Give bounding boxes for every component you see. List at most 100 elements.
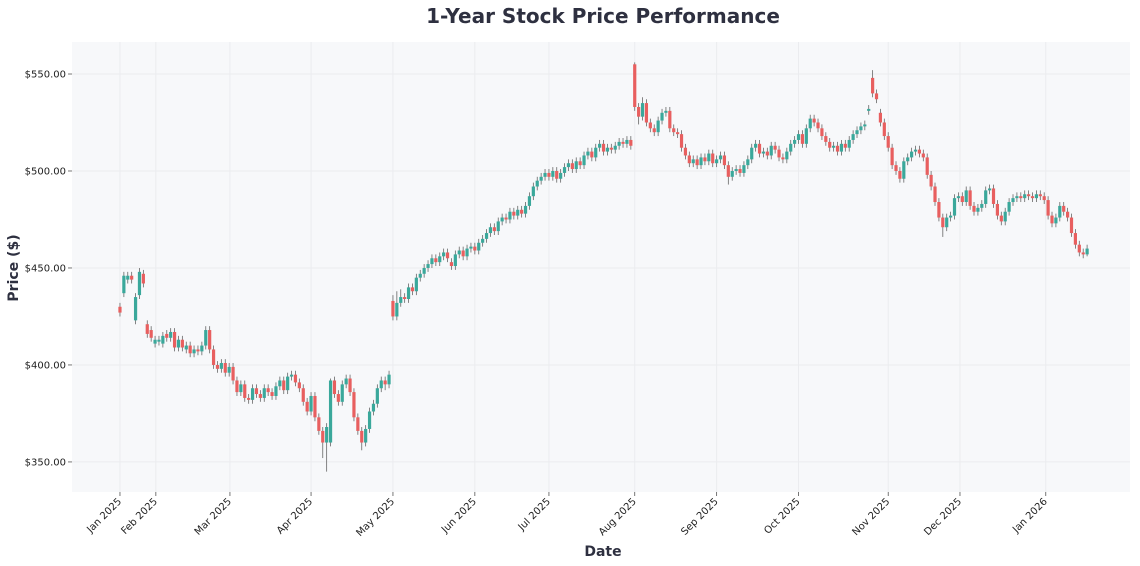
candle-down — [231, 363, 235, 385]
y-tick-label: $450.00 — [25, 263, 66, 274]
candle-body — [1085, 248, 1089, 255]
candle-up — [200, 341, 204, 356]
candle-body — [843, 143, 847, 148]
candle-body — [637, 106, 641, 117]
candle-down — [180, 335, 184, 352]
candle-body — [578, 161, 582, 166]
candle-body — [297, 382, 301, 389]
candle-down — [722, 151, 727, 170]
candle-body — [594, 147, 598, 158]
candle-body — [730, 170, 734, 177]
candle-body — [1019, 196, 1023, 199]
candle-body — [161, 335, 165, 344]
candle-body — [340, 384, 344, 402]
x-tick-label: Jan 2026 — [1010, 496, 1050, 536]
candle-body — [952, 198, 957, 216]
candle-up — [964, 186, 968, 206]
candle-down — [629, 136, 633, 150]
candle-body — [668, 110, 672, 129]
candle-body — [469, 246, 473, 249]
candle-body — [648, 122, 652, 129]
candle-up — [730, 167, 734, 181]
candle-body — [855, 130, 859, 135]
candle-body — [644, 103, 649, 123]
candle-down — [434, 254, 438, 267]
candle-body — [906, 157, 910, 162]
candle-up — [496, 217, 500, 235]
candle-down — [403, 293, 407, 303]
candle-up — [387, 370, 391, 389]
candle-down — [644, 99, 649, 127]
candle-body — [200, 345, 204, 352]
candle-body — [1038, 194, 1042, 197]
candle-body — [718, 155, 723, 160]
candle-up — [157, 335, 161, 346]
candle-up — [656, 116, 660, 137]
candle-down — [492, 223, 496, 235]
candle-down — [781, 153, 785, 164]
candle-up — [952, 194, 957, 220]
candle-body — [999, 215, 1003, 222]
x-tick-label: Apr 2025 — [275, 496, 315, 536]
candle-down — [925, 153, 929, 179]
candle-up — [562, 163, 567, 177]
candle-body — [972, 205, 976, 212]
candle-down — [621, 138, 625, 148]
candle-down — [145, 320, 149, 338]
candle-body — [504, 217, 508, 220]
candle-body — [488, 227, 493, 234]
candle-down — [270, 388, 274, 400]
candle-body — [332, 380, 337, 395]
candle-body — [262, 388, 266, 398]
candle-up — [594, 143, 598, 162]
candle-body — [917, 149, 922, 154]
candle-body — [250, 388, 255, 400]
candle-down — [356, 413, 360, 435]
candle-body — [878, 112, 883, 123]
candle-body — [633, 64, 637, 107]
candle-up — [945, 213, 949, 232]
candle-body — [757, 143, 762, 154]
candle-down — [652, 124, 656, 137]
candle-down — [960, 192, 964, 206]
x-tick-label: Nov 2025 — [851, 496, 893, 538]
candle-body — [886, 136, 890, 148]
candle-up — [523, 202, 528, 218]
candle-body — [196, 349, 200, 352]
candle-body — [282, 380, 286, 391]
chart-title: 1-Year Stock Price Performance — [426, 4, 780, 28]
candle-body — [1054, 217, 1058, 224]
candle-body — [871, 77, 875, 94]
candle-body — [1003, 211, 1007, 222]
candle-up — [286, 372, 290, 395]
candle-body — [430, 258, 434, 265]
candle-body — [613, 145, 617, 150]
candle-up — [122, 271, 126, 298]
candle-up — [176, 335, 181, 352]
candle-down — [254, 384, 259, 398]
candle-down — [590, 147, 594, 162]
candle-body — [516, 209, 520, 216]
candle-body — [711, 153, 715, 164]
candle-body — [835, 145, 840, 152]
candle-body — [796, 134, 801, 140]
candle-up — [137, 267, 142, 300]
candle-body — [122, 275, 126, 294]
candle-up — [902, 157, 906, 183]
candle-body — [781, 157, 785, 160]
candle-down — [141, 269, 145, 288]
candle-down — [332, 376, 337, 398]
candle-down — [449, 258, 454, 270]
candle-down — [1077, 240, 1081, 257]
candle-down — [757, 139, 762, 158]
candle-up — [1085, 244, 1089, 257]
candle-body — [722, 155, 727, 166]
candle-up — [734, 165, 738, 175]
candle-up — [379, 376, 383, 393]
candle-down — [937, 198, 941, 222]
candle-up — [718, 151, 723, 164]
candle-down — [391, 295, 395, 321]
candle-body — [984, 190, 988, 204]
x-tick-label: Jun 2025 — [439, 496, 479, 536]
